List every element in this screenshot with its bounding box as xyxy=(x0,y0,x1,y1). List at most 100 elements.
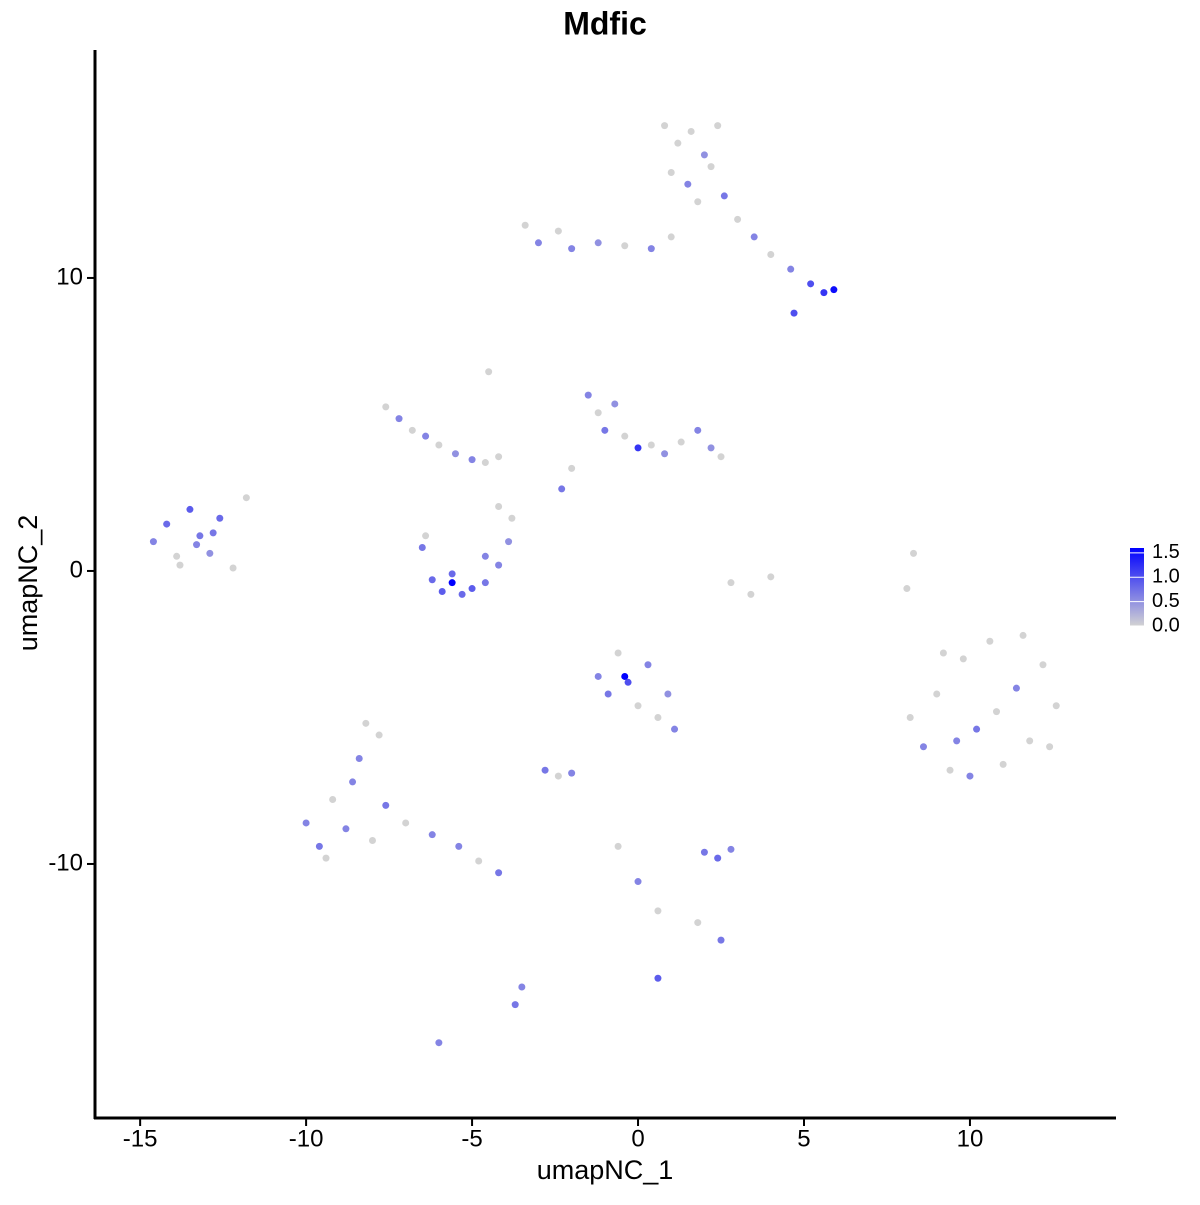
point xyxy=(684,180,692,188)
point xyxy=(624,678,632,686)
point xyxy=(505,538,513,546)
y-tick-label: 10 xyxy=(56,263,83,290)
point xyxy=(349,778,357,786)
point xyxy=(594,672,602,680)
point xyxy=(495,503,503,511)
point xyxy=(747,590,755,598)
point xyxy=(750,233,758,241)
point xyxy=(707,444,715,452)
point xyxy=(939,649,947,657)
point xyxy=(163,520,171,528)
point xyxy=(302,819,310,827)
point xyxy=(910,549,918,557)
y-axis-title: umapNC_2 xyxy=(13,515,43,652)
point xyxy=(647,441,655,449)
point xyxy=(727,579,735,587)
point xyxy=(495,561,503,569)
point xyxy=(717,936,725,944)
point xyxy=(1019,631,1027,639)
point xyxy=(322,854,330,862)
y-tick-label: 0 xyxy=(70,556,83,583)
point xyxy=(767,251,775,259)
point xyxy=(919,743,927,751)
point xyxy=(495,453,503,461)
point xyxy=(451,450,459,458)
point xyxy=(186,505,194,513)
point xyxy=(959,655,967,663)
point xyxy=(216,514,224,522)
point xyxy=(428,576,436,584)
point xyxy=(906,713,914,721)
point xyxy=(481,552,489,560)
point xyxy=(717,453,725,461)
point xyxy=(428,831,436,839)
point xyxy=(1012,684,1020,692)
point xyxy=(568,245,576,253)
point xyxy=(601,426,609,434)
point xyxy=(594,239,602,247)
point xyxy=(687,127,695,135)
point xyxy=(1052,702,1060,710)
point xyxy=(485,368,493,376)
point xyxy=(621,672,629,680)
point xyxy=(700,848,708,856)
point xyxy=(468,585,476,593)
point xyxy=(173,552,181,560)
point xyxy=(973,725,981,733)
point xyxy=(176,561,184,569)
point xyxy=(435,1039,443,1047)
point xyxy=(382,403,390,411)
point xyxy=(418,544,426,552)
point xyxy=(767,573,775,581)
point xyxy=(674,139,682,147)
point xyxy=(807,280,815,288)
point xyxy=(368,837,376,845)
point xyxy=(193,541,201,549)
point xyxy=(830,286,838,294)
point xyxy=(604,690,612,698)
point xyxy=(654,713,662,721)
point xyxy=(787,265,795,273)
point xyxy=(634,702,642,710)
point xyxy=(644,661,652,669)
point xyxy=(435,441,443,449)
point xyxy=(149,538,157,546)
point xyxy=(700,151,708,159)
point xyxy=(661,450,669,458)
point xyxy=(999,760,1007,768)
point xyxy=(475,857,483,865)
point xyxy=(329,796,337,804)
point xyxy=(458,590,466,598)
point xyxy=(554,227,562,235)
y-tick-label: -10 xyxy=(48,849,83,876)
point xyxy=(229,564,237,572)
point xyxy=(422,432,430,440)
point xyxy=(694,919,702,927)
x-axis-title: umapNC_1 xyxy=(537,1155,674,1185)
point xyxy=(438,587,446,595)
point xyxy=(677,438,685,446)
point xyxy=(206,549,214,557)
point xyxy=(903,585,911,593)
point xyxy=(953,737,961,745)
point xyxy=(707,163,715,171)
point xyxy=(342,825,350,833)
point xyxy=(196,532,204,540)
point xyxy=(694,198,702,206)
x-tick-label: -10 xyxy=(289,1125,324,1152)
point xyxy=(654,974,662,982)
point xyxy=(1039,661,1047,669)
point xyxy=(481,459,489,467)
point xyxy=(634,878,642,886)
point xyxy=(790,309,798,317)
point xyxy=(568,464,576,472)
point xyxy=(667,168,675,176)
x-tick-label: 0 xyxy=(631,1125,644,1152)
point xyxy=(448,579,456,587)
point xyxy=(382,801,390,809)
point xyxy=(671,725,679,733)
point xyxy=(647,245,655,253)
colorbar xyxy=(1130,548,1144,626)
point xyxy=(448,570,456,578)
point xyxy=(966,772,974,780)
